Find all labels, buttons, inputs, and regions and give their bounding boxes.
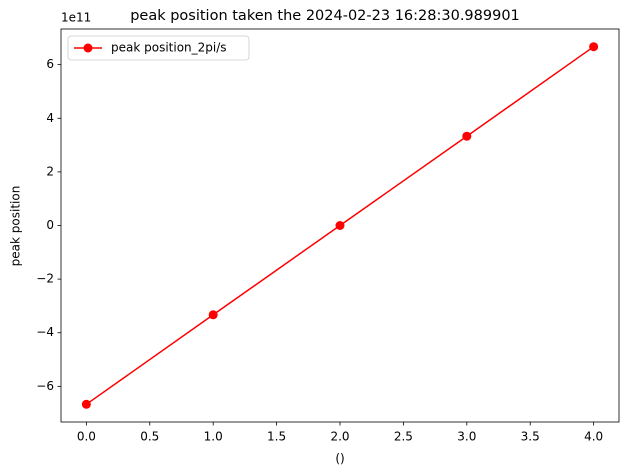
- data-point: [335, 221, 345, 230]
- data-point: [81, 399, 91, 409]
- y-tick-label: 4: [46, 111, 54, 125]
- y-tick-label: 0: [46, 218, 54, 232]
- y-axis-label: peak position: [9, 186, 23, 267]
- y-tick-label: −6: [36, 379, 54, 393]
- x-tick-label: 1.5: [267, 430, 286, 444]
- y-tick-label: −2: [36, 272, 54, 286]
- x-tick-label: 2.0: [330, 430, 349, 444]
- x-tick-label: 0.0: [77, 430, 96, 444]
- legend-marker: [83, 43, 93, 53]
- x-axis-label: (): [335, 452, 344, 466]
- x-tick-label: 0.5: [140, 430, 159, 444]
- legend-box: [67, 35, 250, 61]
- x-tick-label: 1.0: [204, 430, 223, 444]
- chart-title: peak position taken the 2024-02-23 16:28…: [130, 8, 520, 24]
- x-tick-label: 2.5: [394, 430, 413, 444]
- data-point: [208, 310, 218, 320]
- x-tick-label: 3.5: [521, 430, 540, 444]
- data-point: [589, 42, 599, 52]
- data-point: [462, 131, 472, 141]
- y-tick-label: −4: [36, 325, 54, 339]
- offset-label: 1e11: [61, 11, 91, 25]
- x-tick-label: 3.0: [457, 430, 476, 444]
- y-tick-label: 6: [46, 57, 54, 71]
- legend-label: peak position_2pi/s: [111, 41, 227, 55]
- x-tick-label: 4.0: [584, 430, 603, 444]
- plot-frame: [60, 28, 620, 423]
- y-tick-label: 2: [46, 164, 54, 178]
